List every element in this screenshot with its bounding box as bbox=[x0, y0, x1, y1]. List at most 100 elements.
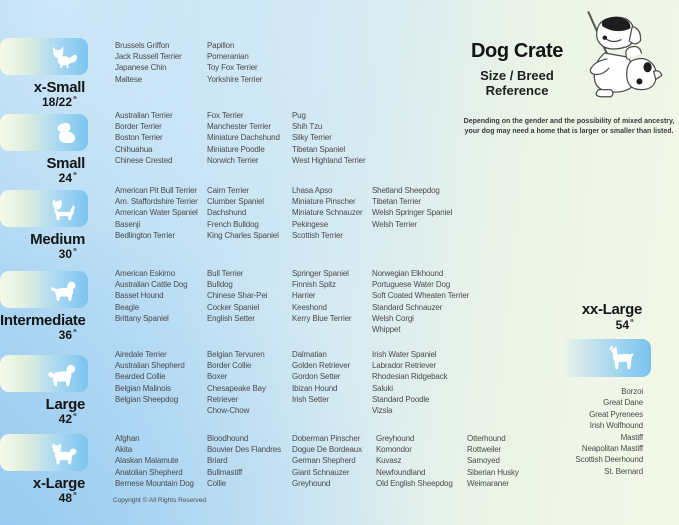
breed-name: Cocker Spaniel bbox=[207, 302, 260, 312]
breed-name: Chow-Chow bbox=[207, 406, 250, 416]
breed-name: Newfoundland bbox=[376, 467, 426, 477]
header: Dog Crate Size / Breed Reference bbox=[458, 40, 576, 98]
breed-name: Great Dane bbox=[603, 398, 643, 408]
breed-name: Tibetan Spaniel bbox=[292, 144, 346, 154]
breed-name: German Shepherd bbox=[292, 456, 356, 466]
breed-column-small-3: Pug Shih Tzu Silky Terrier Tibetan Spaniel W… bbox=[292, 110, 366, 166]
inch-mark: “ bbox=[73, 412, 77, 421]
breed-name: Miniature Poodle bbox=[207, 144, 265, 154]
size-inches-xx-large: 54“ bbox=[616, 318, 634, 332]
breed-name: Keeshond bbox=[292, 302, 327, 312]
breed-name: Springer Spaniel bbox=[292, 269, 349, 278]
breed-name: Rhodesian Ridgeback bbox=[372, 372, 448, 382]
breed-column-medium-3: Lhasa Apso Miniature Pinscher Miniature Sc… bbox=[292, 185, 363, 241]
breed-name: Soft Coated Wheaten Terrier bbox=[372, 291, 470, 301]
breed-name: Anatolian Shepherd bbox=[115, 467, 183, 477]
breed-name: Giant Schnauzer bbox=[292, 467, 350, 477]
inch-mark: “ bbox=[73, 328, 77, 337]
breed-name: Toy Fox Terrier bbox=[207, 63, 258, 73]
size-inches: 48“ bbox=[0, 491, 88, 505]
inch-mark: “ bbox=[73, 95, 77, 104]
breed-column-xx-large-1: Borzoi Great Dane Great Pyrenees Irish Wolf… bbox=[575, 386, 643, 477]
breed-name: Pekingese bbox=[292, 219, 329, 229]
size-badge-x-small bbox=[0, 38, 88, 75]
breed-name: Neapolitan Mastiff bbox=[581, 444, 643, 454]
breed-column-x-small-2: Papillon Pomeranian Toy Fox Terrier Yorkshi… bbox=[207, 40, 262, 85]
breed-name: Maltese bbox=[115, 74, 142, 84]
size-inches-value: 30 bbox=[58, 247, 72, 261]
breed-name: Dachshund bbox=[207, 208, 247, 218]
breed-column-intermediate-2: Bull Terrier Bulldog Chinese Shar-Pei Cocke… bbox=[207, 268, 267, 324]
breed-name: Standard Schnauzer bbox=[372, 302, 443, 312]
breed-name: Kerry Blue Terrier bbox=[292, 313, 352, 323]
breed-column-intermediate-3: Springer Spaniel Finnish Spitz Harrier Kees… bbox=[292, 268, 352, 324]
papillon-silhouette-icon bbox=[49, 45, 79, 69]
breed-name: American Water Spaniel bbox=[115, 208, 198, 218]
breed-name: Border Collie bbox=[207, 361, 252, 371]
breed-name: Scottish Deerhound bbox=[575, 455, 643, 465]
disclaimer-note: Depending on the gender and the possibil… bbox=[462, 117, 676, 137]
breed-name: Belgian Tervuren bbox=[207, 350, 265, 359]
breed-name: Ibizan Hound bbox=[292, 383, 338, 393]
breed-name: Bouvier Des Flandres bbox=[207, 445, 281, 455]
breed-name: Shetland Sheepdog bbox=[372, 186, 440, 195]
breed-column-x-small-1: Brussels Griffon Jack Russell Terrier Japa… bbox=[115, 40, 182, 85]
breed-column-large-2: Belgian Tervuren Border Collie Boxer Chesap… bbox=[207, 349, 266, 416]
breed-name: Clumber Spaniel bbox=[207, 197, 264, 207]
breed-name: Bull Terrier bbox=[207, 269, 244, 278]
breed-column-medium-1: American Pit Bull Terrier Am. Staffordshi… bbox=[115, 185, 198, 241]
inch-mark: “ bbox=[73, 247, 77, 256]
breed-name: Bullmastiff bbox=[207, 467, 243, 477]
breed-name: Pug bbox=[292, 111, 306, 120]
breed-name: Bearded Collie bbox=[115, 372, 166, 382]
great-dane-silhouette-icon bbox=[605, 344, 637, 372]
breed-name: Greyhound bbox=[292, 478, 331, 488]
inch-mark: “ bbox=[73, 491, 77, 500]
breed-name: French Bulldog bbox=[207, 219, 259, 229]
akita-silhouette-icon bbox=[49, 441, 79, 465]
breed-name: Welsh Springer Spaniel bbox=[372, 208, 453, 218]
breed-name: Chihuahua bbox=[115, 144, 153, 154]
dog-teacher-cartoon-icon bbox=[560, 8, 672, 102]
breed-name: Basset Hound bbox=[115, 291, 164, 301]
size-inches-value: 36 bbox=[58, 328, 72, 342]
breed-name: Mastiff bbox=[620, 432, 644, 442]
size-inches: 18/22“ bbox=[0, 95, 88, 109]
breed-name: Great Pyrenees bbox=[589, 409, 643, 419]
breed-column-large-4: Irish Water Spaniel Labrador Retriever Rho… bbox=[372, 349, 448, 416]
breed-name: Miniature Dachshund bbox=[207, 133, 280, 143]
breed-column-medium-4: Shetland Sheepdog Tibetan Terrier Welsh Sp… bbox=[372, 185, 452, 230]
breed-column-small-1: Australian Terrier Border Terrier Boston T… bbox=[115, 110, 173, 166]
size-badge-small bbox=[0, 114, 88, 151]
breed-name: Dogue De Bordeaux bbox=[292, 445, 362, 455]
breed-name: Golden Retriever bbox=[292, 361, 351, 371]
breed-column-large-3: Dalmatian Golden Retriever Gordon Setter Ib… bbox=[292, 349, 350, 405]
inch-mark: “ bbox=[630, 318, 634, 327]
size-badge-intermediate bbox=[0, 271, 88, 308]
breed-name: Chinese Crested bbox=[115, 155, 173, 165]
breed-name: Labrador Retriever bbox=[372, 361, 436, 371]
breed-name: Old English Sheepdog bbox=[376, 478, 453, 488]
breed-name: Borzoi bbox=[621, 387, 643, 396]
breed-name: Dalmatian bbox=[292, 350, 327, 359]
breed-name: West Highland Terrier bbox=[292, 155, 366, 165]
breed-name: Standard Poodle bbox=[372, 394, 430, 404]
breed-name: Bloodhound bbox=[207, 434, 249, 443]
breed-name: Whippet bbox=[372, 325, 401, 335]
breed-name: Collie bbox=[207, 478, 227, 488]
breed-name: Afghan bbox=[115, 434, 140, 443]
size-inches-value: 18/22 bbox=[41, 95, 72, 109]
breed-name: Rottweiler bbox=[467, 445, 502, 455]
size-inches-value: 42 bbox=[58, 412, 72, 426]
size-label: Medium bbox=[30, 231, 85, 248]
breed-name: Scottish Terrier bbox=[292, 230, 343, 240]
breed-name: English Setter bbox=[207, 313, 255, 323]
size-label: x-Small bbox=[33, 79, 86, 96]
size-inches: 24“ bbox=[0, 171, 88, 185]
breed-name: Brittany Spaniel bbox=[115, 313, 169, 323]
breed-name: Akita bbox=[115, 445, 133, 455]
breed-name: Tibetan Terrier bbox=[372, 197, 421, 207]
breed-name: Pomeranian bbox=[207, 52, 249, 62]
breed-column-x-large-4: Greyhound Komondor Kuvasz Newfoundland Old E… bbox=[376, 433, 453, 489]
breed-name: Australian Shepherd bbox=[115, 361, 185, 371]
